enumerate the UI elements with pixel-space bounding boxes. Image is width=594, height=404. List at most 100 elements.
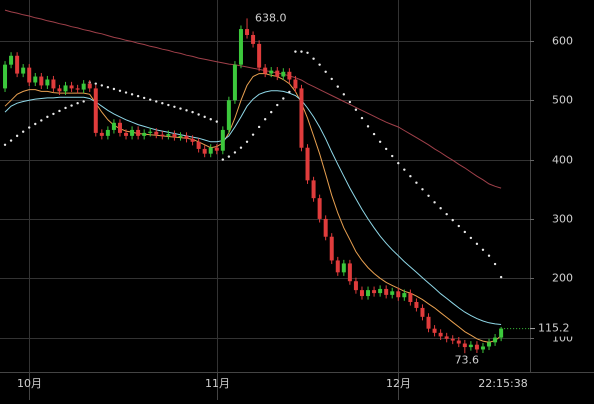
sar-dot xyxy=(197,113,200,116)
candle-body xyxy=(3,64,8,89)
candle-body xyxy=(487,342,492,347)
candle-body xyxy=(57,88,62,92)
candle-body xyxy=(220,129,225,151)
sar-dot xyxy=(391,154,394,158)
sar-dot xyxy=(124,91,128,94)
sar-dot xyxy=(487,254,491,257)
candle-body xyxy=(245,29,250,36)
sar-dot xyxy=(142,96,146,100)
candle-body xyxy=(111,122,116,130)
candle-body xyxy=(87,83,92,89)
candle-body xyxy=(468,344,473,348)
sar-dot xyxy=(215,120,218,123)
sar-dot xyxy=(403,168,406,171)
candle-body xyxy=(251,35,256,44)
sar-dot xyxy=(330,77,333,81)
sar-dot xyxy=(397,161,400,165)
moving-average-line xyxy=(4,90,502,325)
sar-dot xyxy=(106,86,110,89)
sar-dot xyxy=(354,108,358,111)
sar-dot xyxy=(366,125,370,128)
sar-dot xyxy=(179,107,182,110)
candle-body xyxy=(232,64,237,101)
sar-dot xyxy=(9,139,13,142)
sar-dot xyxy=(130,93,134,96)
sar-dot xyxy=(76,102,79,105)
candle-body xyxy=(81,83,86,90)
candle-body xyxy=(154,131,159,135)
candle-body xyxy=(480,346,485,350)
sar-dot xyxy=(475,242,479,246)
candle-body xyxy=(305,147,310,181)
candle-body xyxy=(172,134,177,138)
candle-body xyxy=(293,79,298,89)
sar-dot xyxy=(203,115,206,119)
sar-dot xyxy=(40,119,43,122)
sar-dot xyxy=(167,103,170,107)
candle-body xyxy=(378,288,383,294)
sar-dot xyxy=(312,57,315,60)
sar-dot xyxy=(336,85,339,88)
candle-body xyxy=(450,338,455,341)
sar-dot xyxy=(318,63,321,66)
candle-body xyxy=(281,71,286,77)
candle-body xyxy=(275,70,280,77)
sar-dot xyxy=(288,90,291,94)
candle-body xyxy=(21,67,26,74)
candle-body xyxy=(33,76,38,83)
candle-body xyxy=(384,288,389,295)
candle-body xyxy=(63,85,68,92)
candle-body xyxy=(27,67,32,83)
candle-body xyxy=(372,290,377,294)
y-tick-label: 600 xyxy=(552,35,573,48)
sar-dot xyxy=(263,118,267,121)
sar-dot xyxy=(276,103,279,107)
sar-dot xyxy=(209,118,212,121)
sar-dot xyxy=(294,50,297,53)
x-tick-label: 11月 xyxy=(205,377,230,390)
time-label: 22:15:38 xyxy=(478,377,527,390)
candle-body xyxy=(444,336,449,339)
candle-body xyxy=(15,55,20,74)
candle-body xyxy=(39,76,44,86)
last-price-bg xyxy=(531,320,594,337)
sar-dot xyxy=(3,143,7,146)
sar-dot xyxy=(221,158,225,161)
sar-dot xyxy=(46,115,49,119)
candle-body xyxy=(196,141,201,149)
candle-body xyxy=(124,132,129,136)
sar-dot xyxy=(227,155,231,158)
sar-dot xyxy=(112,87,116,91)
sar-dot xyxy=(118,89,122,92)
sar-dot xyxy=(372,132,376,136)
candle-body xyxy=(269,70,274,74)
candle-body xyxy=(408,293,413,302)
candle-body xyxy=(99,132,104,136)
sar-dot xyxy=(191,110,194,114)
sar-dot xyxy=(499,275,503,279)
candle-body xyxy=(214,147,219,151)
sar-dot xyxy=(136,94,140,98)
sar-dot xyxy=(324,70,327,73)
sar-dot xyxy=(34,122,37,126)
sar-dot xyxy=(463,230,467,234)
sar-dot xyxy=(451,218,454,222)
candle-body xyxy=(335,260,340,273)
candle-body xyxy=(329,236,334,261)
sar-dot xyxy=(409,175,412,178)
sar-dot xyxy=(70,104,73,107)
sar-dot xyxy=(421,188,424,191)
sar-dot xyxy=(185,109,188,112)
sar-dot xyxy=(64,106,67,110)
high-label: 638.0 xyxy=(255,11,287,24)
sar-dot xyxy=(21,130,25,133)
candle-body xyxy=(438,332,443,337)
sar-dot xyxy=(282,97,285,100)
sar-dot xyxy=(439,207,442,210)
sar-dot xyxy=(173,105,176,108)
candle-body xyxy=(323,218,328,237)
sar-dot xyxy=(457,224,460,228)
y-tick-label: 500 xyxy=(552,94,573,107)
candle-body xyxy=(226,100,231,130)
sar-dot xyxy=(348,100,352,104)
